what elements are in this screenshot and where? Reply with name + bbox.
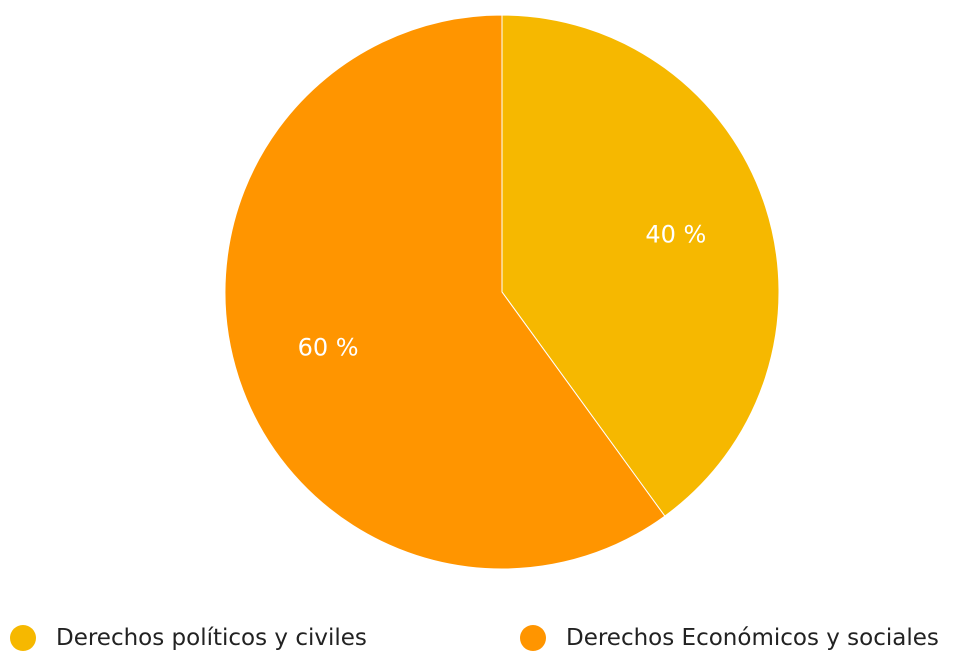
legend-label-derechos-economicos: Derechos Económicos y sociales (566, 625, 939, 651)
legend-swatch-derechos-politicos (10, 625, 36, 651)
legend-swatch-derechos-economicos (520, 625, 546, 651)
data-label-derechos-economicos: 60 % (298, 333, 359, 361)
pie-slice-derechos-economicos[interactable] (224, 14, 666, 570)
legend-label-derechos-politicos: Derechos políticos y civiles (56, 625, 367, 651)
legend-item-derechos-politicos[interactable]: Derechos políticos y civiles (10, 618, 367, 658)
pie-plot-area: 40 % 60 % (224, 14, 780, 570)
legend-item-derechos-economicos[interactable]: Derechos Económicos y sociales (520, 618, 939, 658)
data-label-derechos-politicos: 40 % (645, 221, 706, 249)
legend: Derechos políticos y civiles Derechos Ec… (0, 618, 965, 658)
pie-slice-derechos-politicos[interactable] (501, 14, 780, 517)
